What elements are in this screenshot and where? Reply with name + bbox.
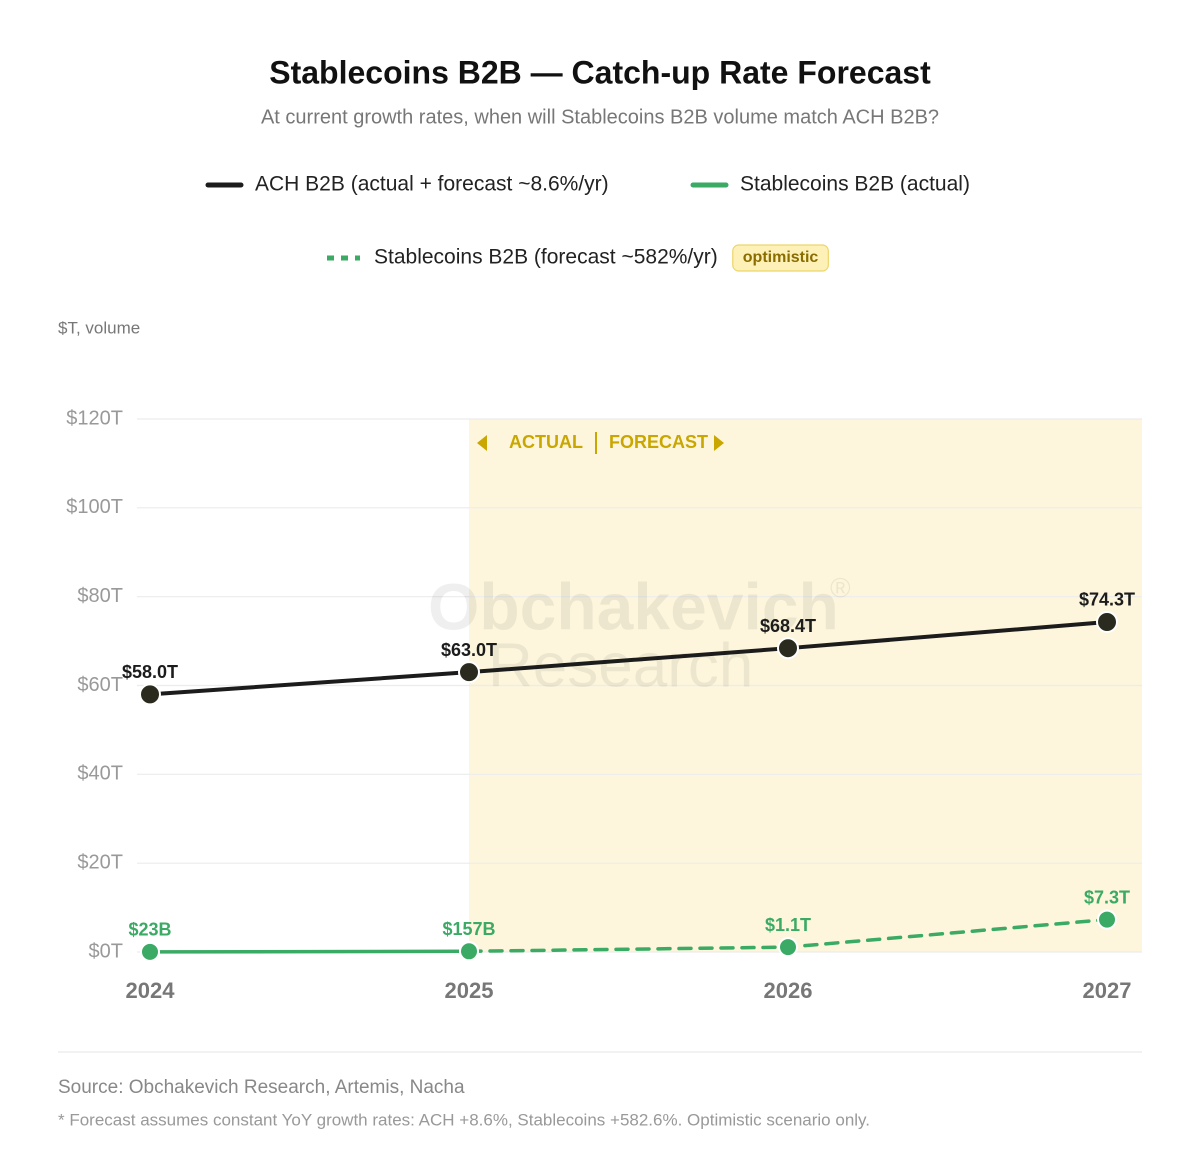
legend-tag-bg: [732, 244, 829, 272]
y-tick-label: $120T: [66, 407, 123, 429]
data-point: [1096, 610, 1118, 633]
data-point: [139, 683, 161, 706]
arrow-right: [714, 435, 724, 451]
legend-label: Stablecoins B2B (actual): [740, 173, 970, 196]
footnote: * Forecast assumes constant YoY growth r…: [58, 1110, 870, 1129]
data-label: $7.3T: [1084, 887, 1130, 907]
watermark-mark: ®: [830, 572, 851, 603]
data-point: [459, 941, 479, 962]
y-tick-label: $100T: [66, 496, 123, 518]
y-tick-label: $80T: [77, 585, 123, 607]
data-point: [458, 661, 480, 684]
legend-label: Stablecoins B2B (forecast ~582%/yr): [374, 246, 718, 269]
chart-subtitle: At current growth rates, when will Stabl…: [261, 106, 939, 128]
data-point: [140, 941, 160, 962]
legend-tag: optimistic: [743, 249, 819, 266]
data-point: [778, 937, 798, 958]
x-tick-label: 2027: [1083, 978, 1132, 1003]
y-tick-label: $0T: [89, 940, 123, 962]
y-axis-label: $T, volume: [58, 318, 140, 337]
source: Source: Obchakevich Research, Artemis, N…: [58, 1077, 465, 1098]
chart-title: Stablecoins B2B — Catch-up Rate Forecast: [269, 54, 931, 90]
annotation-forecast: FORECAST: [609, 432, 708, 452]
data-label: $74.3T: [1079, 590, 1135, 610]
data-label: $157B: [442, 919, 495, 939]
data-label: $58.0T: [122, 662, 178, 682]
data-point: [1097, 909, 1117, 930]
y-tick-label: $60T: [77, 674, 123, 696]
x-tick-label: 2024: [126, 978, 176, 1003]
data-label: $23B: [128, 920, 171, 940]
annotation-actual: ACTUAL: [509, 432, 583, 452]
arrow-left: [477, 435, 487, 451]
series-line: [148, 949, 471, 954]
data-label: $1.1T: [765, 915, 811, 935]
legend-label: ACH B2B (actual + forecast ~8.6%/yr): [255, 173, 609, 196]
y-tick-label: $20T: [77, 851, 123, 873]
y-tick-label: $40T: [77, 763, 123, 785]
data-point: [777, 637, 799, 660]
x-tick-label: 2026: [764, 978, 813, 1003]
series-line: [148, 619, 1109, 697]
x-tick-label: 2025: [445, 978, 494, 1003]
data-label: $68.4T: [760, 616, 816, 636]
watermark-name: Obchakevich: [428, 569, 839, 643]
data-label: $63.0T: [441, 640, 497, 660]
